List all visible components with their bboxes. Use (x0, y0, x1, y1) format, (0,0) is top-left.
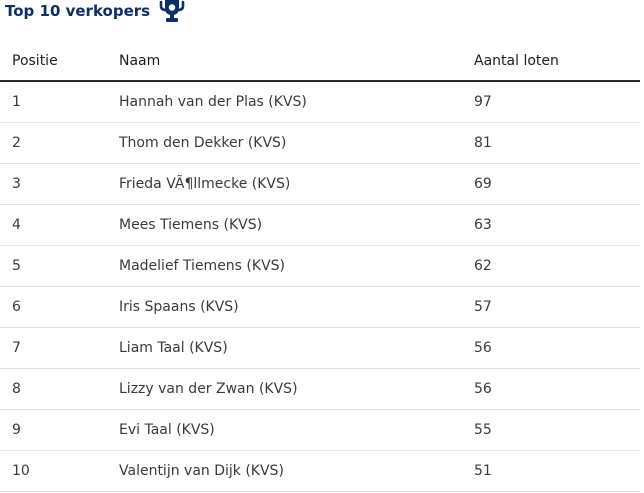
cell-count: 56 (474, 327, 640, 369)
cell-position: 10 (0, 450, 119, 492)
column-header-name[interactable]: Naam (119, 42, 474, 82)
table-header-row: Positie Naam Aantal loten (0, 42, 640, 82)
table-row: 6 Iris Spaans (KVS) 57 (0, 286, 640, 328)
table-row: 7 Liam Taal (KVS) 56 (0, 327, 640, 369)
cell-count: 51 (474, 450, 640, 492)
cell-count: 69 (474, 163, 640, 205)
cell-position: 1 (0, 81, 119, 123)
table-row: 3 Frieda VÃ¶llmecke (KVS) 69 (0, 163, 640, 205)
table-row: 5 Madelief Tiemens (KVS) 62 (0, 245, 640, 287)
cell-count: 57 (474, 286, 640, 328)
cell-position: 6 (0, 286, 119, 328)
cell-name: Madelief Tiemens (KVS) (119, 245, 474, 287)
column-header-count[interactable]: Aantal loten (474, 42, 640, 82)
table-row: 10 Valentijn van Dijk (KVS) 51 (0, 450, 640, 492)
page-title: Top 10 verkopers (5, 2, 151, 20)
table-row: 2 Thom den Dekker (KVS) 81 (0, 122, 640, 164)
cell-position: 5 (0, 245, 119, 287)
table-row: 1 Hannah van der Plas (KVS) 97 (0, 81, 640, 123)
cell-count: 81 (474, 122, 640, 164)
cell-name: Lizzy van der Zwan (KVS) (119, 368, 474, 410)
cell-name: Liam Taal (KVS) (119, 327, 474, 369)
cell-name: Iris Spaans (KVS) (119, 286, 474, 328)
cell-name: Thom den Dekker (KVS) (119, 122, 474, 164)
cell-count: 63 (474, 204, 640, 246)
cell-position: 2 (0, 122, 119, 164)
trophy-icon (159, 0, 185, 22)
cell-position: 7 (0, 327, 119, 369)
cell-name: Frieda VÃ¶llmecke (KVS) (119, 163, 474, 205)
table-row: 9 Evi Taal (KVS) 55 (0, 409, 640, 451)
cell-count: 55 (474, 409, 640, 451)
cell-position: 3 (0, 163, 119, 205)
cell-name: Evi Taal (KVS) (119, 409, 474, 451)
cell-position: 4 (0, 204, 119, 246)
cell-position: 9 (0, 409, 119, 451)
top-sellers-header: Top 10 verkopers (5, 0, 186, 22)
table-row: 4 Mees Tiemens (KVS) 63 (0, 204, 640, 246)
top-sellers-table: Positie Naam Aantal loten 1 Hannah van d… (0, 42, 640, 492)
cell-count: 56 (474, 368, 640, 410)
table-row: 8 Lizzy van der Zwan (KVS) 56 (0, 368, 640, 410)
column-header-position[interactable]: Positie (0, 42, 119, 82)
cell-name: Valentijn van Dijk (KVS) (119, 450, 474, 492)
cell-name: Mees Tiemens (KVS) (119, 204, 474, 246)
cell-count: 97 (474, 81, 640, 123)
cell-name: Hannah van der Plas (KVS) (119, 81, 474, 123)
cell-position: 8 (0, 368, 119, 410)
cell-count: 62 (474, 245, 640, 287)
